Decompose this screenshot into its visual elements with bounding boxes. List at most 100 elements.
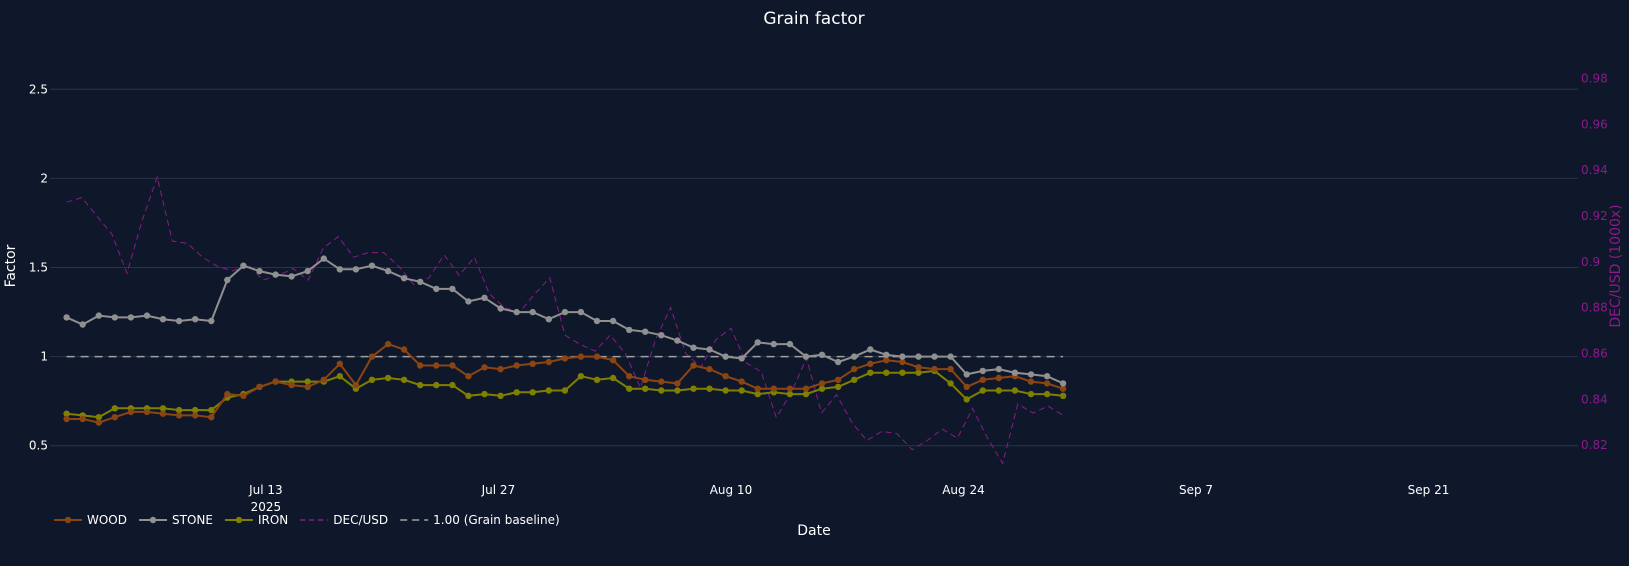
data-point	[915, 369, 922, 376]
data-point	[754, 339, 761, 346]
y-tick-label: 2.5	[29, 82, 48, 96]
y2-tick-label: 0.9	[1581, 255, 1600, 269]
data-point	[497, 305, 504, 312]
data-point	[754, 390, 761, 398]
legend-label: STONE	[172, 513, 213, 527]
data-point	[95, 419, 103, 426]
y-tick-label: 1.5	[29, 261, 48, 275]
data-point	[609, 357, 617, 364]
data-point	[384, 267, 392, 275]
legend-marker	[235, 516, 243, 524]
data-point	[529, 360, 536, 367]
data-point	[143, 408, 151, 416]
data-point	[1059, 392, 1067, 399]
data-point	[433, 362, 440, 369]
chart-title: Grain factor	[763, 9, 864, 29]
data-point	[770, 385, 777, 392]
data-point	[449, 381, 456, 389]
data-point	[465, 373, 472, 380]
data-point	[304, 267, 311, 275]
data-point	[1059, 385, 1067, 392]
data-point	[272, 271, 279, 278]
data-point	[706, 365, 713, 373]
data-point	[674, 337, 681, 344]
data-point	[111, 414, 119, 421]
data-point	[851, 365, 858, 373]
data-point	[513, 308, 520, 316]
x-tick-label: Jul 13	[248, 483, 283, 497]
data-point	[609, 374, 617, 382]
data-point	[545, 358, 552, 366]
data-point	[706, 385, 713, 392]
data-point	[883, 351, 890, 358]
x-tick-sublabel: 2025	[251, 500, 282, 514]
data-point	[1027, 390, 1035, 398]
data-point	[834, 376, 842, 383]
data-point	[481, 294, 488, 301]
data-point	[915, 364, 922, 371]
data-point	[368, 262, 376, 269]
data-point	[899, 369, 906, 376]
y2-tick-label: 0.92	[1581, 209, 1608, 223]
data-point	[979, 367, 986, 375]
data-point	[561, 387, 569, 394]
data-point	[963, 383, 970, 391]
data-point	[1043, 380, 1051, 387]
y2-axis-title: DEC/USD (1000x)	[1608, 204, 1624, 327]
data-point	[368, 353, 376, 360]
data-point	[513, 362, 520, 369]
data-point	[786, 390, 794, 398]
data-point	[690, 344, 697, 351]
series-dec-usd	[66, 175, 1064, 465]
y2-tick-label: 0.94	[1581, 163, 1608, 177]
legend-label: IRON	[258, 513, 288, 527]
data-point	[352, 266, 360, 273]
data-point	[159, 316, 167, 323]
data-point	[626, 385, 633, 392]
x-tick-label: Jul 27	[481, 483, 516, 497]
data-point	[658, 378, 665, 385]
data-point	[111, 314, 119, 321]
data-point	[175, 406, 183, 414]
data-point	[208, 317, 215, 325]
data-point	[1027, 378, 1035, 385]
legend: WOOD STONE IRON DEC/USD 1.00 (Grain baseline…	[54, 513, 560, 527]
x-tick-label: Sep 21	[1408, 483, 1450, 497]
data-point	[593, 376, 601, 383]
data-point	[834, 358, 842, 366]
legend-item-iron: IRON	[224, 513, 288, 527]
y2-tick-label: 0.88	[1581, 301, 1608, 315]
data-point	[417, 381, 424, 389]
data-point	[192, 316, 199, 323]
y2-tick-label: 0.86	[1581, 346, 1608, 360]
y-axis-title: Factor	[3, 244, 19, 287]
data-point	[79, 415, 86, 423]
x-axis-title: Date	[797, 523, 830, 539]
data-point	[417, 362, 424, 369]
data-point	[947, 380, 954, 387]
data-point	[883, 369, 890, 376]
data-point	[352, 381, 360, 389]
x-tick-label: Aug 24	[942, 483, 985, 497]
data-point	[802, 390, 810, 398]
data-point	[947, 353, 954, 360]
data-point	[288, 381, 295, 389]
data-point	[240, 262, 247, 269]
data-point	[818, 351, 826, 358]
data-point	[417, 278, 424, 285]
data-point	[400, 376, 408, 383]
series-iron	[63, 367, 1067, 421]
data-point	[626, 373, 633, 380]
data-point	[95, 312, 103, 319]
data-point	[1043, 373, 1051, 380]
data-point	[593, 317, 601, 325]
data-point	[995, 365, 1002, 373]
data-point	[963, 371, 970, 378]
data-point	[658, 387, 665, 394]
x-tick-label: Aug 10	[710, 483, 753, 497]
data-point	[545, 316, 552, 323]
data-point	[336, 373, 343, 380]
data-point	[834, 383, 842, 391]
data-point	[400, 275, 408, 282]
